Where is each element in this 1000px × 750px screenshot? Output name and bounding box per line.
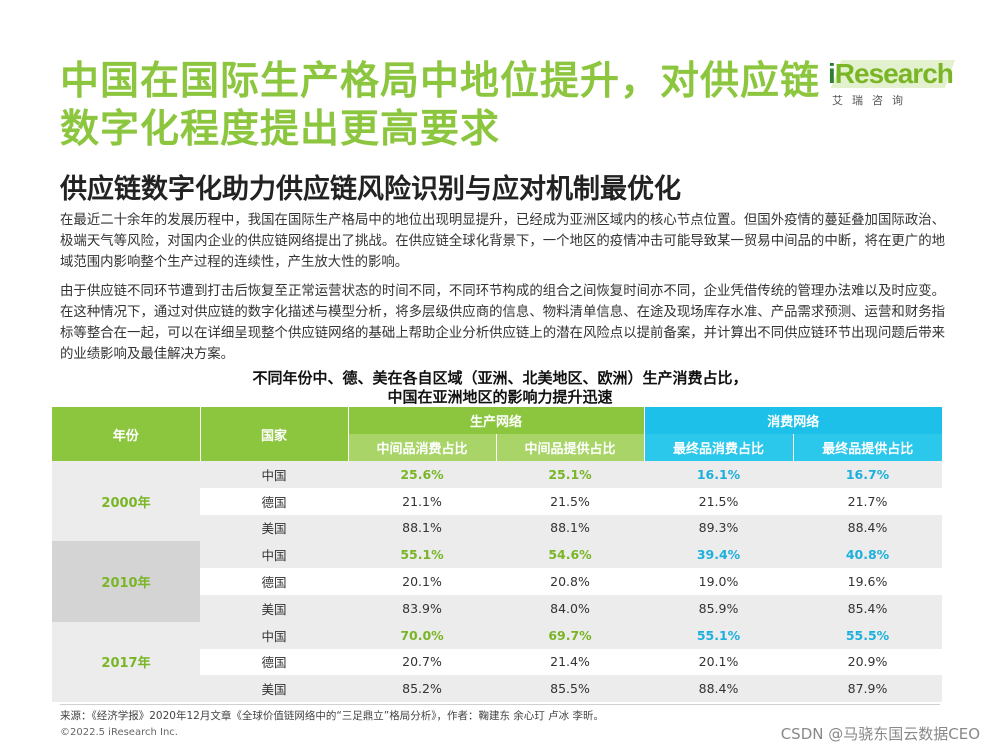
value-cell: 40.8% xyxy=(845,547,890,563)
country-cell: 美国 xyxy=(261,601,287,617)
value-cell: 70.0% xyxy=(400,627,444,643)
table-title-line-2: 中国在亚洲地区的影响力提升迅速 xyxy=(387,388,613,406)
value-cell: 20.9% xyxy=(847,654,888,670)
table-row: 2000年 中国 25.6% 25.1% 16.1% 16.7% xyxy=(52,461,943,542)
value-cell: 88.4% xyxy=(847,520,888,536)
year-cell: 2010年 xyxy=(52,541,200,622)
value-cell: 25.6% xyxy=(400,466,444,482)
section-subtitle: 供应链数字化助力供应链风险识别与应对机制最优化 xyxy=(60,174,681,205)
value-cell: 21.5% xyxy=(698,493,739,509)
value-cell: 21.1% xyxy=(402,493,442,509)
value-cell: 19.6% xyxy=(847,574,888,590)
header-col-2: 中间品提供占比 xyxy=(495,434,645,461)
iresearch-logo: iResearch 艾瑞咨询 xyxy=(828,58,956,113)
value-cell: 85.2% xyxy=(402,681,442,697)
value-cell: 89.3% xyxy=(698,520,739,536)
value-cell: 20.7% xyxy=(402,654,442,670)
value-cell: 20.8% xyxy=(550,574,590,590)
country-cell: 美国 xyxy=(261,682,287,698)
country-cell: 德国 xyxy=(261,494,287,510)
value-cell: 21.5% xyxy=(550,493,590,509)
country-cell: 中国 xyxy=(261,628,287,644)
paragraph-2: 由于供应链不同环节遭到打击后恢复至正常运营状态的时间不同，不同环节构成的组合之间… xyxy=(60,284,945,362)
value-cell: 88.1% xyxy=(550,520,590,536)
value-cell: 87.9% xyxy=(847,681,888,697)
country-cell: 德国 xyxy=(261,655,287,671)
value-cell: 69.7% xyxy=(548,627,592,643)
table-title-line-1: 不同年份中、德、美在各自区域（亚洲、北美地区、欧洲）生产消费占比， xyxy=(252,369,748,387)
paragraph-1: 在最近二十余年的发展历程中，我国在国际生产格局中的地位出现明显提升，已经成为亚洲… xyxy=(60,213,945,270)
value-cell: 20.1% xyxy=(402,574,442,590)
value-cell: 88.1% xyxy=(402,520,442,536)
country-cell: 中国 xyxy=(261,467,287,483)
table-row: 德国 21.1% 21.5% 21.5% 21.7% xyxy=(52,487,943,515)
value-cell: 19.0% xyxy=(698,574,739,590)
consumption-share-table: 年份 国家 生产网络 消费网络 中间品消费占比 中间品提供占比 最终品消费占比 … xyxy=(52,407,943,703)
year-cell: 2000年 xyxy=(52,461,200,542)
value-cell: 83.9% xyxy=(402,600,442,616)
watermark: CSDN @马骁东国云数据CEO xyxy=(780,725,980,743)
value-cell: 54.6% xyxy=(548,547,592,563)
value-cell: 84.0% xyxy=(550,600,590,616)
header-year: 年份 xyxy=(52,407,200,461)
value-cell: 16.7% xyxy=(845,466,890,482)
value-cell: 88.4% xyxy=(698,681,739,697)
year-cell: 2017年 xyxy=(52,621,200,703)
page-title: 中国在国际生产格局中地位提升，对供应链数字化程度提出更高要求 xyxy=(60,59,821,152)
country-cell: 德国 xyxy=(261,575,287,591)
header-col-1: 中间品消费占比 xyxy=(347,434,496,461)
value-cell: 55.5% xyxy=(845,627,890,643)
value-cell: 21.4% xyxy=(550,654,590,670)
table-row: 美国 83.9% 84.0% 85.9% 85.4% xyxy=(52,594,943,622)
value-cell: 85.4% xyxy=(847,600,888,616)
table-row: 德国 20.1% 20.8% 19.0% 19.6% xyxy=(52,568,943,595)
header-col-4: 最终品提供占比 xyxy=(792,434,943,461)
value-cell: 55.1% xyxy=(400,547,444,563)
table-row: 美国 88.1% 88.1% 89.3% 88.4% xyxy=(52,514,943,542)
value-cell: 55.1% xyxy=(696,627,741,643)
header-col-3: 最终品消费占比 xyxy=(643,434,794,461)
country-cell: 美国 xyxy=(261,521,287,537)
table-row: 2017年 中国 70.0% 69.7% 55.1% 55.5% xyxy=(52,621,943,703)
value-cell: 39.4% xyxy=(696,547,741,563)
table-row: 美国 85.2% 85.5% 88.4% 87.9% xyxy=(52,675,943,703)
value-cell: 25.1% xyxy=(548,466,592,482)
value-cell: 85.9% xyxy=(698,600,739,616)
copyright: ©2022.5 iResearch Inc. xyxy=(60,727,178,738)
value-cell: 16.1% xyxy=(696,466,741,482)
table-row: 德国 20.7% 21.4% 20.1% 20.9% xyxy=(52,648,943,676)
country-cell: 中国 xyxy=(261,548,287,564)
value-cell: 20.1% xyxy=(698,654,739,670)
logo-cn-text: 艾瑞咨询 xyxy=(832,94,912,107)
header-country: 国家 xyxy=(199,407,348,461)
header-consumption-network: 消费网络 xyxy=(643,407,943,434)
source-note: 来源：《经济学报》2020年12月文章《全球价值链网络中的“三足鼎立”格局分析》… xyxy=(60,704,940,723)
header-production-network: 生产网络 xyxy=(347,407,645,434)
value-cell: 85.5% xyxy=(550,681,590,697)
value-cell: 21.7% xyxy=(847,493,888,509)
table-row: 2010年 中国 55.1% 54.6% 39.4% 40.8% xyxy=(52,541,943,622)
